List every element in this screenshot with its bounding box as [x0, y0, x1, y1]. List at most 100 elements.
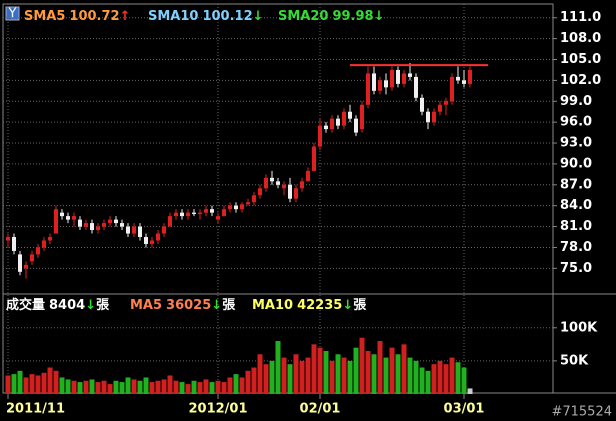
volume-bar — [143, 377, 149, 394]
candle-body — [180, 212, 184, 217]
legend-arrow: ↓ — [85, 298, 96, 313]
volume-bar — [395, 354, 401, 394]
legend-value: 8404 — [49, 298, 85, 313]
candle-body — [276, 181, 280, 185]
candle-body — [432, 111, 436, 123]
candle-body — [162, 226, 166, 234]
candle-body — [240, 204, 244, 210]
watermark: #715524 — [551, 405, 612, 420]
legend-name: SMA20 — [278, 9, 328, 24]
candle-body — [198, 212, 202, 215]
volume-bar — [383, 357, 389, 394]
volume-bar — [131, 379, 137, 394]
candle-body — [348, 111, 352, 119]
candle-body — [414, 76, 418, 98]
candle-body — [6, 237, 10, 241]
legend-name: SMA10 — [148, 9, 198, 24]
candle-body — [150, 240, 154, 244]
candle-body — [294, 188, 298, 199]
candle-body — [378, 80, 382, 91]
volume-bar — [443, 364, 449, 394]
volume-bar — [155, 380, 161, 394]
legend-name: 成交量 — [6, 297, 45, 313]
candle-body — [78, 219, 82, 227]
volume-bar — [107, 384, 113, 394]
candle-body — [168, 216, 172, 227]
volume-bar — [53, 370, 59, 394]
candle-body — [66, 216, 70, 220]
candle-body — [468, 69, 472, 84]
legend-entry: MA5 36025↓張 — [130, 298, 236, 313]
volume-bar — [245, 370, 251, 394]
volume-bar — [59, 377, 65, 394]
y-tick-label: 96.0 — [560, 115, 592, 130]
volume-bar — [299, 360, 305, 394]
volume-bar — [161, 379, 167, 394]
candle-body — [438, 104, 442, 112]
volume-bar — [149, 382, 155, 394]
volume-bar — [371, 354, 377, 394]
legend-value: 100.72 — [69, 9, 119, 24]
candle-body — [420, 97, 424, 112]
volume-bar — [257, 354, 263, 394]
y-tick-label: 75.0 — [560, 261, 592, 276]
volume-bar — [389, 347, 395, 394]
candle-body — [312, 146, 316, 171]
candle-body — [366, 73, 370, 105]
volume-bar — [347, 360, 353, 394]
legend-value: 99.98 — [332, 9, 373, 24]
volume-bar — [113, 380, 119, 394]
candle-body — [90, 223, 94, 231]
candle-body — [174, 212, 178, 217]
volume-bar — [137, 380, 143, 394]
legend-name: SMA5 — [24, 9, 65, 24]
volume-bar — [47, 367, 53, 394]
volume-bar — [251, 367, 257, 394]
candle-body — [360, 104, 364, 130]
y-tick-label: 93.0 — [560, 136, 592, 151]
volume-bar — [203, 379, 209, 394]
volume-bar — [335, 354, 341, 394]
volume-bar — [29, 374, 35, 394]
candle-body — [330, 118, 334, 130]
legend-unit: 張 — [353, 298, 367, 313]
volume-bar — [437, 360, 443, 394]
volume-bar — [227, 377, 233, 394]
candle-body — [336, 118, 340, 126]
volume-bar — [365, 350, 371, 394]
legend-arrow: ↓ — [253, 9, 264, 24]
volume-bar — [185, 384, 191, 394]
volume-bar — [89, 379, 95, 394]
candle-body — [246, 202, 250, 205]
candle-body — [288, 184, 292, 199]
candle-body — [144, 237, 148, 244]
candle-body — [270, 177, 274, 182]
volume-bar — [359, 337, 365, 394]
legend-entry: SMA10 100.12↓ — [148, 9, 264, 24]
candle-body — [216, 216, 220, 220]
y-tick-label: 50K — [560, 353, 589, 368]
volume-bar — [191, 380, 197, 394]
candle-body — [72, 216, 76, 220]
legend-value: 100.12 — [202, 9, 252, 24]
volume-bar — [281, 357, 287, 394]
volume-bar — [119, 382, 125, 394]
candle-body — [42, 240, 46, 248]
volume-bar — [293, 354, 299, 394]
volume-bar — [341, 357, 347, 394]
y-tick-label: 90.0 — [560, 156, 592, 171]
candle-body — [342, 111, 346, 126]
volume-bar — [431, 364, 437, 394]
candle-body — [24, 264, 28, 269]
menu-icon[interactable] — [5, 6, 20, 21]
volume-bar — [413, 360, 419, 394]
volume-bar — [233, 374, 239, 394]
candle-body — [234, 205, 238, 210]
y-tick-label: 87.0 — [560, 177, 592, 192]
candle-body — [30, 254, 34, 262]
candle-body — [120, 223, 124, 227]
candle-body — [300, 181, 304, 189]
